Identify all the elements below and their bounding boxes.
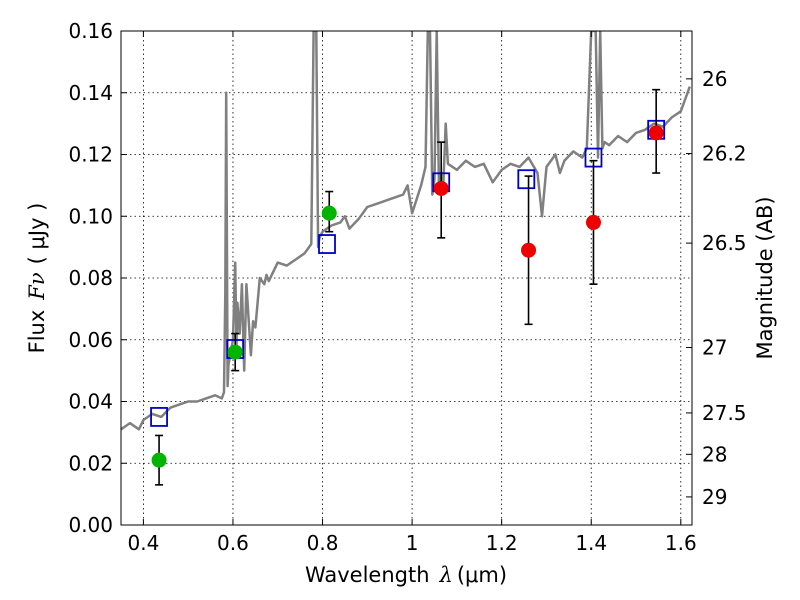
x-tick-label: 0.6: [217, 531, 249, 555]
x-tick-label: 1.4: [575, 531, 607, 555]
y2-tick-label: 28: [702, 442, 727, 466]
y-tick-label: 0.14: [68, 81, 113, 105]
y-tick-label: 0.16: [68, 19, 113, 43]
y2-tick-label: 27: [702, 335, 727, 359]
y2-tick-label: 29: [702, 485, 727, 509]
y-tick-label: 0.02: [68, 451, 113, 475]
photometry-point: [433, 180, 449, 196]
y2-tick-label: 26.5: [702, 231, 747, 255]
x-tick-label: 1.2: [486, 531, 518, 555]
y2-axis-title: Magnitude (AB): [753, 196, 777, 359]
marker-layer: [150, 88, 666, 486]
y-tick-label: 0.00: [68, 513, 113, 537]
y-axis: 0.00 0.02 0.04 0.06 0.08 0.10 0.12 0.14 0.16: [68, 19, 127, 537]
x-tick-label: 1.6: [665, 531, 697, 555]
x-axis: 0.4 0.6 0.8 1 1.2 1.4 1.6: [127, 31, 697, 555]
y2-tick-label: 26: [702, 67, 727, 91]
y2-tick-label: 26.2: [702, 142, 747, 166]
x-axis-title-symbol: λ: [439, 563, 453, 587]
x-axis-title-text: Wavelength: [305, 563, 430, 587]
photometry-point: [321, 205, 337, 221]
y-axis-title: Flux Fν ( μJy ): [25, 203, 49, 354]
model-photometry-square: [150, 407, 168, 427]
plot-area: [121, 31, 691, 486]
y-axis-title-text: Flux: [25, 310, 49, 354]
y2-axis: 26 26.2 26.5 27 27.5 28 29: [686, 67, 747, 509]
y-tick-label: 0.12: [68, 143, 113, 167]
photometry-point: [521, 242, 537, 258]
x-axis-title-unit: (μm): [457, 563, 507, 587]
x-tick-label: 0.4: [127, 531, 159, 555]
y-tick-label: 0.04: [68, 390, 113, 414]
y-tick-label: 0.06: [68, 328, 113, 352]
y2-tick-label: 27.5: [702, 401, 747, 425]
model-photometry-square: [517, 169, 536, 190]
x-tick-label: 1: [406, 531, 419, 555]
model-photometry-square: [318, 234, 336, 254]
photometry-point: [151, 452, 167, 468]
spectrum-layer: [121, 31, 691, 431]
y-tick-label: 0.10: [68, 204, 113, 228]
y-axis-title-symbol: Fν: [25, 272, 49, 301]
y-axis-title-unit: ( μJy ): [25, 203, 49, 265]
y-tick-label: 0.08: [68, 266, 113, 290]
photometry-point: [227, 344, 243, 360]
spectrum-line: [121, 31, 691, 431]
photometry-point: [585, 214, 601, 230]
grid: [121, 30, 692, 526]
x-tick-label: 0.8: [307, 531, 339, 555]
x-axis-title: Wavelength λ (μm): [305, 563, 507, 587]
photometry-point: [648, 125, 664, 141]
